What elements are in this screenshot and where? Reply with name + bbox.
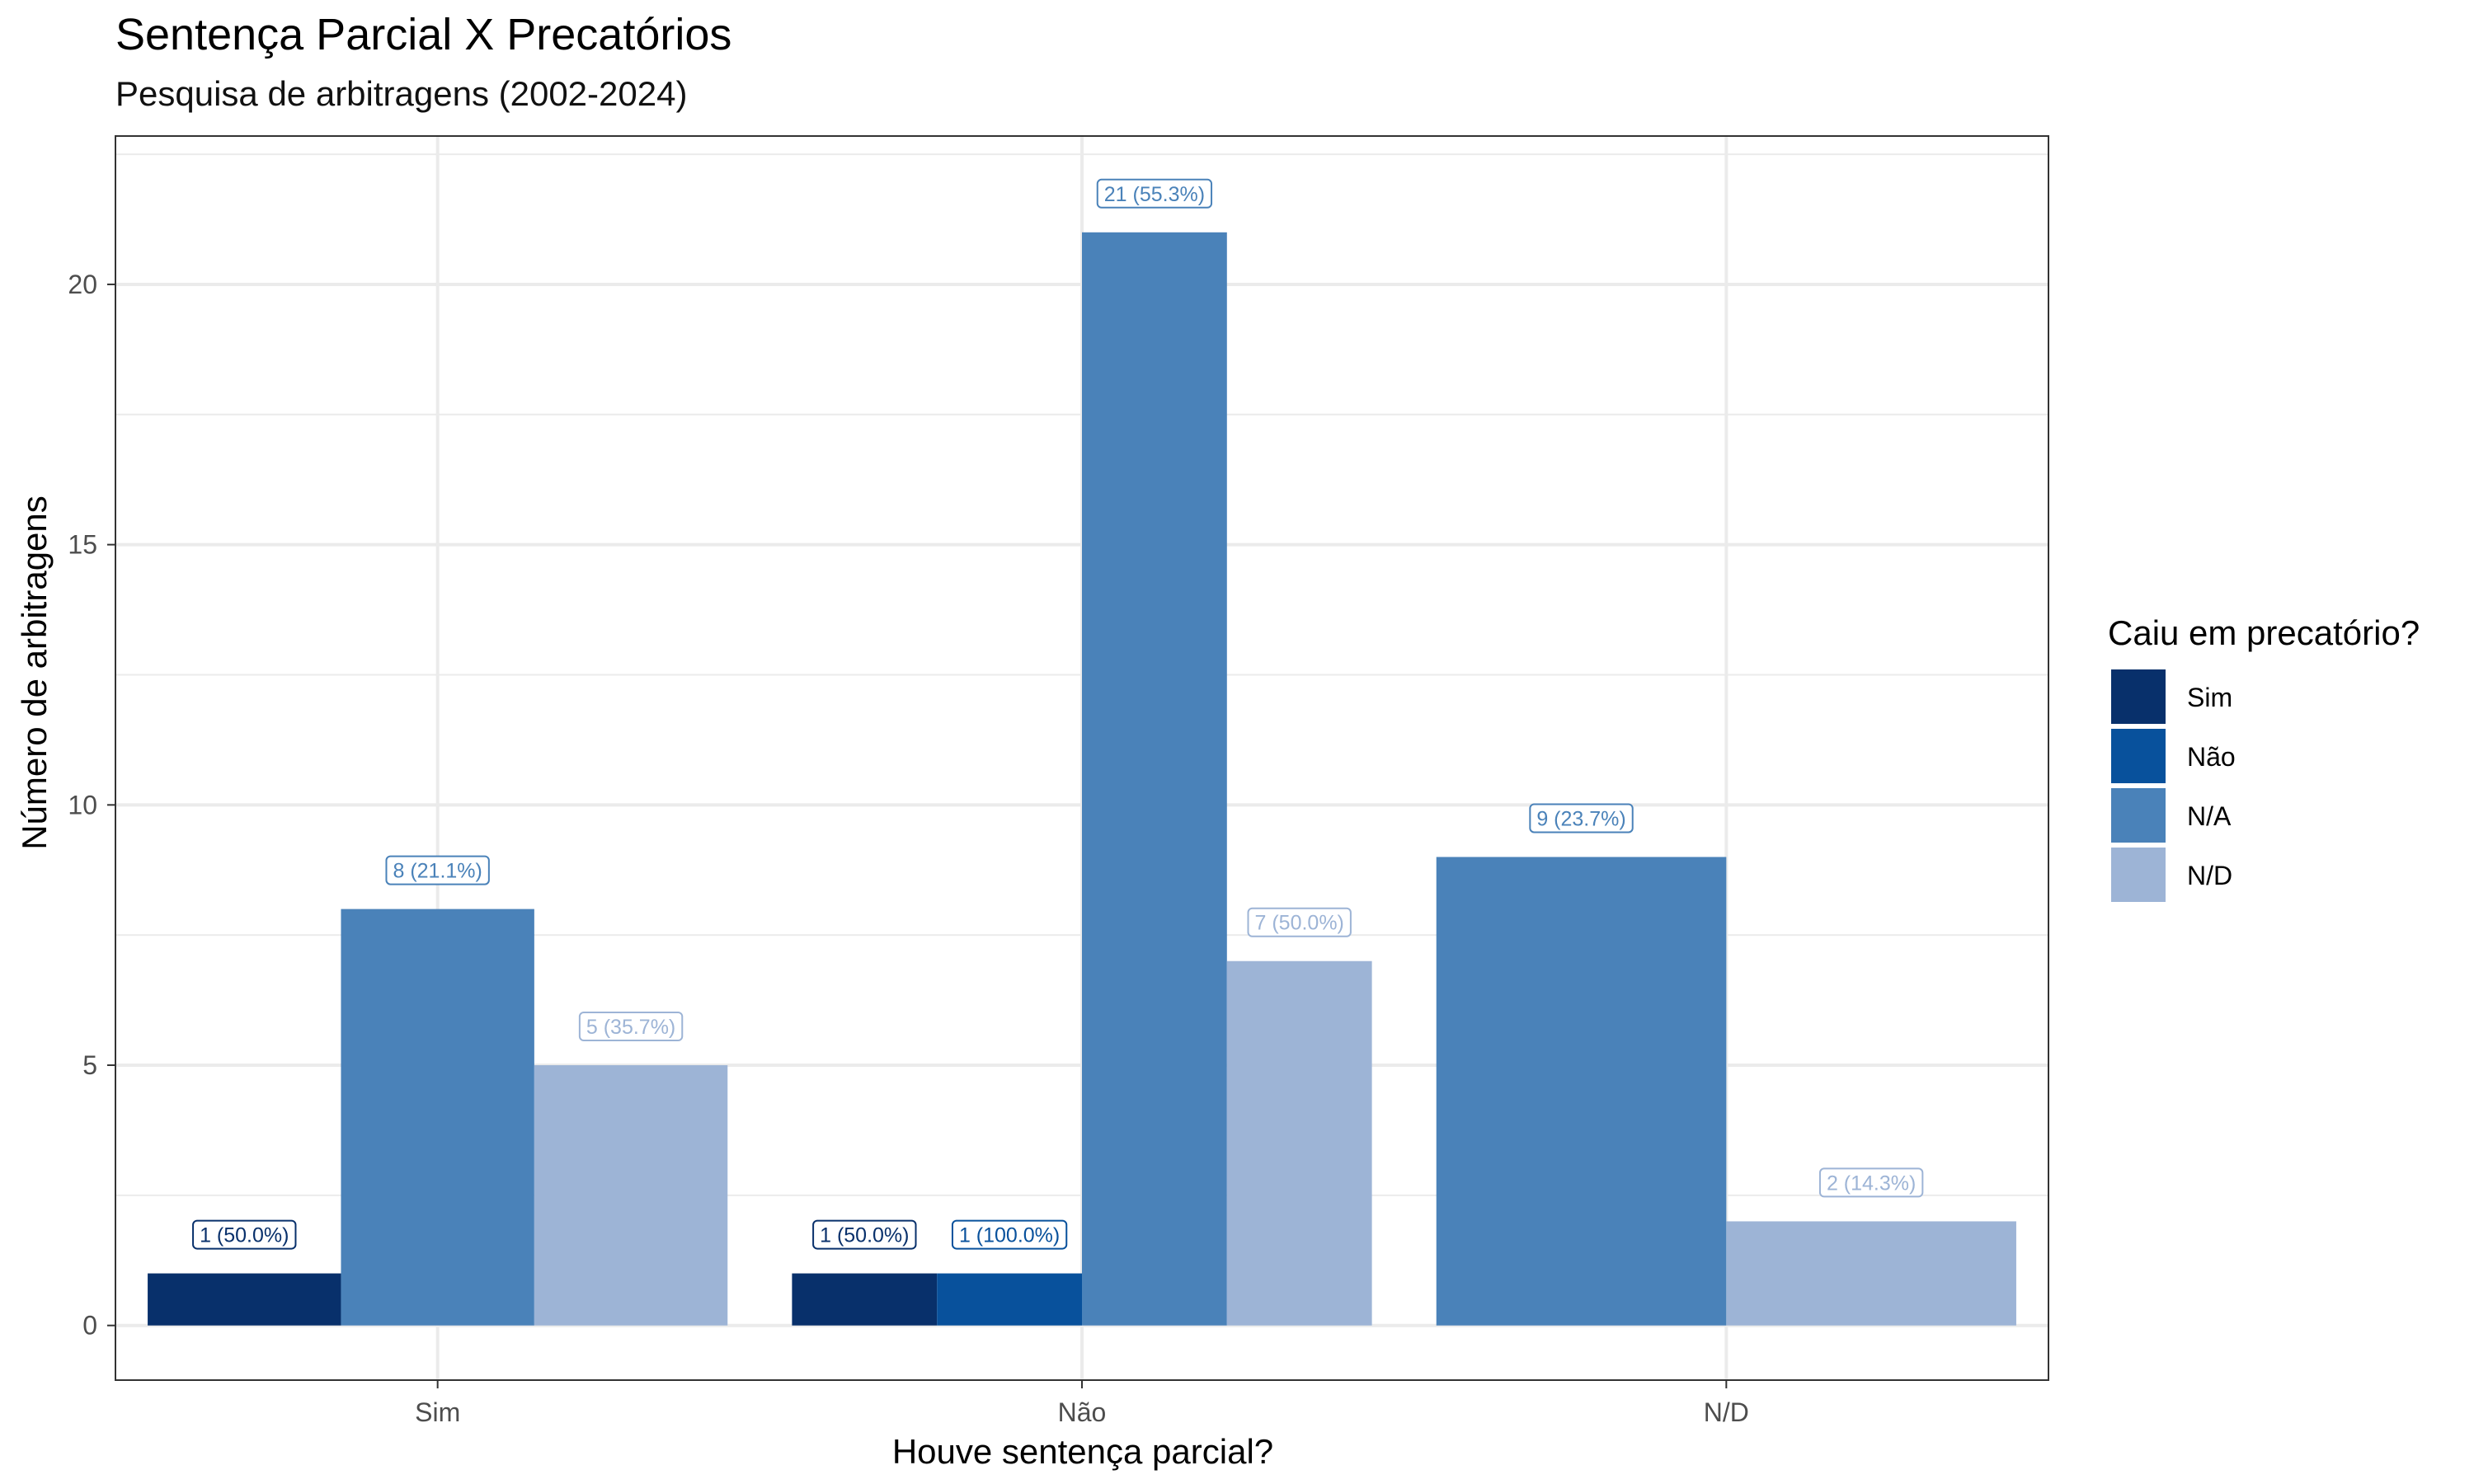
bar: [1436, 857, 1727, 1326]
y-tick-label: 0: [82, 1311, 97, 1341]
legend-label: N/D: [2187, 861, 2232, 890]
bar: [937, 1273, 1082, 1326]
legend-item: N/A: [2111, 788, 2232, 843]
data-label: 2 (14.3%): [1818, 1167, 1924, 1198]
data-label: 1 (50.0%): [812, 1219, 917, 1250]
y-tick-label: 15: [68, 530, 97, 560]
data-label-box: [385, 855, 490, 885]
data-label: 8 (21.1%): [385, 855, 490, 885]
data-label-box: [951, 1219, 1068, 1250]
data-label-text: 1 (50.0%): [200, 1224, 289, 1247]
x-tick-label: Não: [1058, 1397, 1107, 1427]
bar: [1726, 1221, 2016, 1326]
data-label-text: 1 (100.0%): [959, 1224, 1060, 1247]
legend-swatch: [2111, 788, 2166, 843]
bars: [148, 232, 2016, 1326]
data-label-box: [1818, 1167, 1924, 1198]
data-label-box: [578, 1012, 684, 1042]
y-tick-label: 5: [82, 1050, 97, 1080]
legend-swatch: [2111, 729, 2166, 783]
data-label: 5 (35.7%): [578, 1012, 684, 1042]
data-label-box: [812, 1219, 917, 1250]
x-axis-title: Houve sentença parcial?: [892, 1432, 1273, 1471]
legend-swatch: [2111, 848, 2166, 902]
data-label-text: 9 (23.7%): [1536, 807, 1625, 830]
legend: Caiu em precatório? Sim Não N/A N/D: [2108, 613, 2420, 902]
x-tick-label: Sim: [415, 1397, 460, 1427]
data-label-box: [1096, 178, 1213, 209]
data-label-text: 7 (50.0%): [1255, 912, 1344, 935]
bar: [1226, 960, 1372, 1326]
legend-title: Caiu em precatório?: [2108, 613, 2420, 652]
legend-label: Sim: [2187, 683, 2232, 712]
chart-subtitle: Pesquisa de arbitragens (2002-2024): [115, 74, 687, 113]
legend-label: N/A: [2187, 801, 2232, 831]
data-label-box: [1529, 803, 1634, 834]
bar: [341, 909, 534, 1326]
x-axis: Sim Não N/D: [415, 1380, 1749, 1427]
bar: [792, 1273, 938, 1326]
data-label: 21 (55.3%): [1096, 178, 1213, 209]
legend-swatch: [2111, 669, 2166, 724]
y-tick-label: 10: [68, 790, 97, 819]
data-label-text: 2 (14.3%): [1827, 1172, 1916, 1195]
data-label-box: [192, 1219, 297, 1250]
bar: [148, 1273, 341, 1326]
data-label: 1 (100.0%): [951, 1219, 1068, 1250]
data-label-text: 8 (21.1%): [393, 860, 482, 883]
legend-items: Sim Não N/A N/D: [2111, 669, 2236, 902]
y-axis: 0 5 10 15 20: [68, 270, 115, 1341]
data-label-box: [1247, 907, 1352, 937]
data-label: 7 (50.0%): [1247, 907, 1352, 937]
x-tick-label: N/D: [1704, 1397, 1749, 1427]
y-axis-title: Número de arbitragens: [15, 495, 54, 850]
data-label-text: 1 (50.0%): [820, 1224, 909, 1247]
data-label: 1 (50.0%): [192, 1219, 297, 1250]
bar: [534, 1065, 728, 1326]
legend-item: N/D: [2111, 848, 2232, 902]
chart-title: Sentença Parcial X Precatórios: [115, 10, 731, 59]
data-label-text: 21 (55.3%): [1104, 183, 1205, 206]
legend-item: Sim: [2111, 669, 2232, 724]
bar: [1082, 232, 1227, 1326]
data-label-text: 5 (35.7%): [586, 1016, 675, 1039]
legend-item: Não: [2111, 729, 2236, 783]
data-label: 9 (23.7%): [1529, 803, 1634, 834]
data-labels: 1 (50.0%) 8 (21.1%) 5 (35.7%) 1 (50.0%) 1 (1…: [192, 178, 1924, 1250]
legend-label: Não: [2187, 742, 2236, 772]
y-tick-label: 20: [68, 270, 97, 299]
